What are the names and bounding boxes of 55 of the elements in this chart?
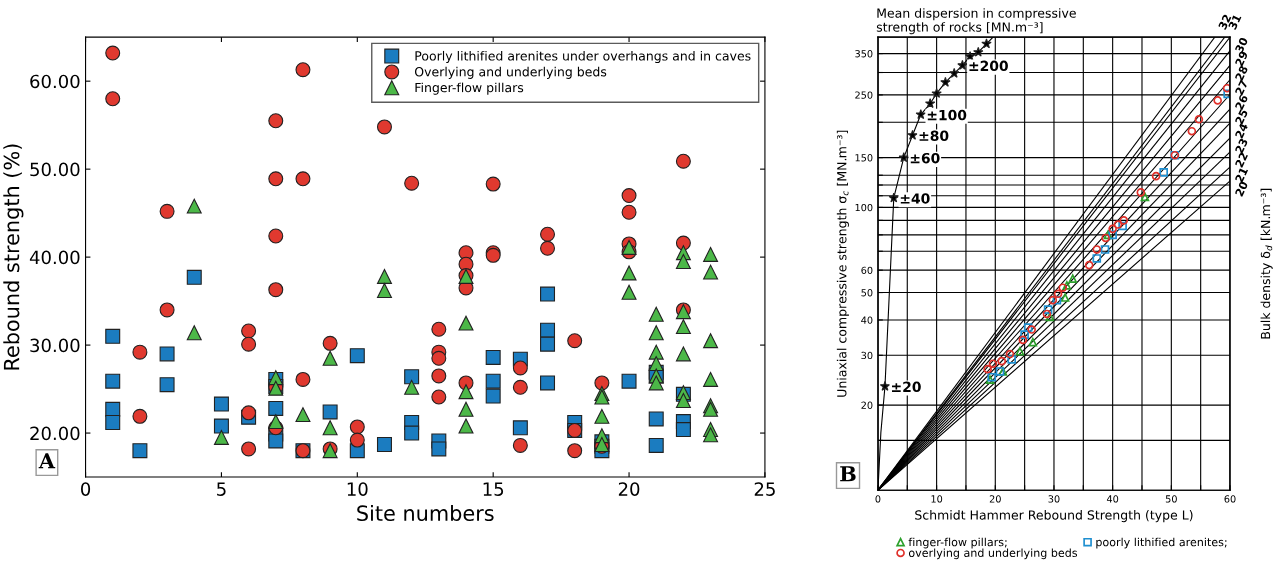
- text: A: [38, 453, 56, 469]
- y-tick-label: 40: [861, 316, 873, 324]
- legend-label: Overlying and underlying beds: [414, 66, 607, 79]
- legend-label: poorly lithified arenites;: [1096, 537, 1227, 549]
- y-tick-label: 30.00: [30, 338, 80, 353]
- y-tick-label: 20.00: [30, 426, 80, 441]
- x-tick-label: 10: [931, 495, 943, 503]
- x-tick-label: 30: [1048, 495, 1060, 503]
- chart-title: Mean dispersion in compressive strength of rocks [MN.m⁻³]: [876, 8, 1076, 35]
- text: 22: [1234, 152, 1248, 168]
- x-tick-label: 0: [81, 482, 91, 496]
- y-tick-label: 30: [861, 351, 873, 360]
- y-tick-label: 60.00: [30, 74, 80, 89]
- text: 23: [1234, 137, 1249, 154]
- x-tick-label: 0: [875, 495, 881, 503]
- x-tick-label: 15: [483, 482, 504, 496]
- x-tick-label: 40: [1106, 495, 1119, 503]
- text: 25: [1234, 108, 1249, 125]
- x-tick-label: 20: [989, 495, 1001, 503]
- y-tick-label: 40.00: [29, 250, 80, 265]
- x-tick-label: 25: [754, 482, 775, 496]
- y-tick-label: 250: [855, 91, 873, 99]
- y2-axis-title: Bulk density δ$_{d}$ [kN.m⁻³]: [1260, 188, 1273, 339]
- text: B: [840, 466, 856, 482]
- x-tick-label: 60: [1224, 495, 1236, 503]
- y-tick-label: 60: [861, 266, 873, 274]
- text: 26: [1234, 94, 1249, 111]
- text: 27: [1234, 79, 1248, 96]
- y-tick-label: 50.00: [30, 162, 80, 177]
- legend-label: Finger-flow pillars: [415, 82, 524, 95]
- legend-label: finger-flow pillars;: [908, 537, 1007, 549]
- legend-label: overlying and underlying beds: [908, 548, 1078, 560]
- y-tick-label: 50: [861, 289, 873, 297]
- text: 28: [1234, 65, 1249, 82]
- annotation: ±60: [910, 152, 940, 164]
- y-tick-label: 20: [861, 401, 873, 409]
- y-tick-label: 150: [855, 154, 873, 162]
- annotation: ±80: [919, 130, 949, 141]
- x-tick-label: 50: [1165, 495, 1177, 503]
- y-tick-label: 350: [855, 50, 873, 58]
- text: 29: [1234, 50, 1249, 67]
- y-axis-title: Uniaxial compressive strength σ$_{c}$ [MN.m⁻³]: [836, 130, 849, 397]
- x-tick-label: 10: [347, 482, 368, 496]
- annotation: ±40: [900, 193, 930, 204]
- annotation: ±100: [927, 109, 967, 121]
- x-tick-label: 5: [217, 482, 226, 496]
- text: 20: [1234, 180, 1249, 197]
- x-tick-label: 20: [618, 482, 640, 496]
- annotation: ±20: [892, 381, 921, 393]
- annotation: ±200: [969, 60, 1008, 72]
- y-axis-title: Rebound strength (%): [3, 144, 24, 370]
- y-tick-label: 100: [855, 203, 873, 212]
- x-axis-title: Site numbers: [357, 504, 494, 522]
- x-axis-title: Schmidt Hammer Rebound Strength (type L): [915, 510, 1193, 523]
- legend-label: Poorly lithified arenites under overhangs and in caves: [415, 50, 751, 64]
